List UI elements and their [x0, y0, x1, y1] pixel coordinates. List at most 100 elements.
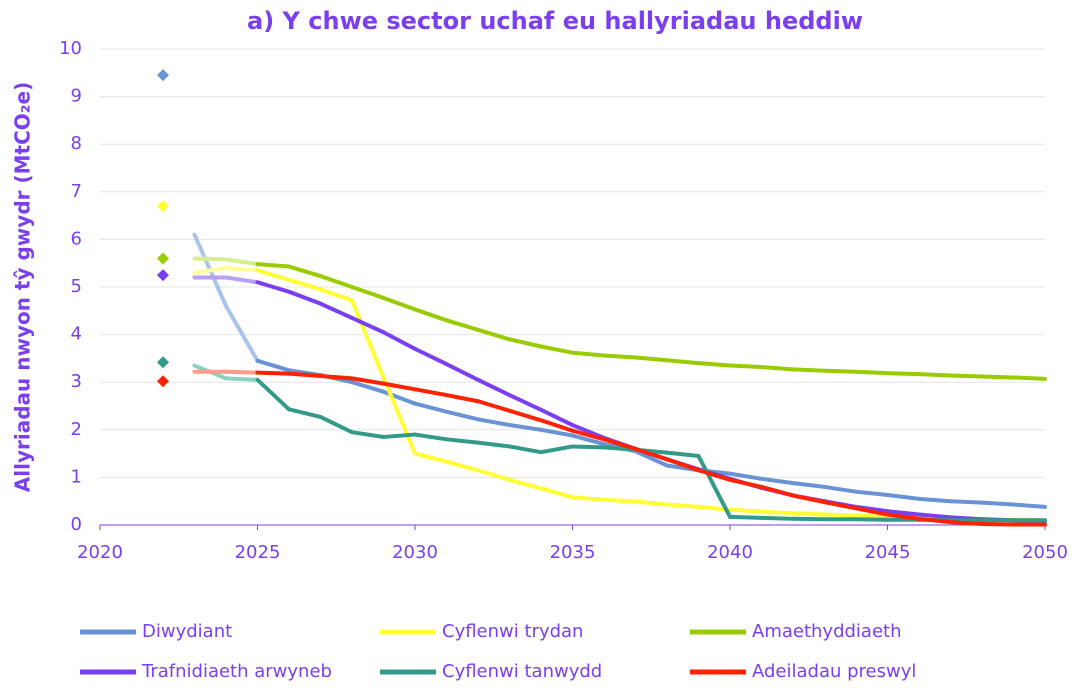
- y-axis-label: Allyriadau nwyon tŷ gwydr (MtCO₂e): [11, 82, 35, 492]
- line-segment: [226, 306, 258, 361]
- line-segment: [510, 339, 542, 346]
- chart-title: a) Y chwe sector uchaf eu hallyriadau he…: [247, 7, 863, 35]
- x-tick-label: 2050: [1022, 542, 1068, 563]
- line-segment: [384, 298, 416, 309]
- line-segment: [573, 497, 605, 499]
- line-segment: [762, 487, 794, 496]
- line-segment: [793, 369, 825, 370]
- line-segment: [447, 439, 479, 442]
- line-segment: [541, 347, 573, 353]
- legend-label: Cyflenwi tanwydd: [442, 661, 602, 682]
- line-segment: [573, 353, 605, 356]
- line-segment: [667, 360, 699, 363]
- y-tick-label: 8: [71, 133, 82, 154]
- x-tick-label: 2025: [235, 542, 281, 563]
- line-segment: [447, 320, 479, 330]
- line-segment: [510, 411, 542, 421]
- x-tick-label: 2030: [392, 542, 438, 563]
- line-segment: [289, 409, 321, 417]
- line-segment: [888, 495, 920, 499]
- line-segment: [321, 276, 353, 287]
- line-segment: [447, 364, 479, 380]
- line-segment: [195, 258, 227, 259]
- line-segment: [541, 488, 573, 497]
- line-segment: [415, 309, 447, 320]
- line-segment: [793, 513, 825, 514]
- x-tick-label: 2020: [77, 542, 123, 563]
- line-segment: [825, 515, 857, 516]
- y-tick-label: 9: [71, 86, 82, 107]
- line-segment: [699, 363, 731, 365]
- line-segment: [258, 264, 290, 266]
- line-segment: [289, 374, 321, 376]
- line-segment: [415, 349, 447, 364]
- line-segment: [919, 499, 951, 501]
- legend-label: Adeiladau preswyl: [752, 661, 916, 682]
- line-segment: [982, 376, 1014, 377]
- line-segment: [730, 474, 762, 479]
- line-segment: [510, 425, 542, 430]
- line-segment: [667, 505, 699, 507]
- diamond-marker: [157, 375, 169, 387]
- y-tick-label: 6: [71, 228, 82, 249]
- line-segment: [730, 366, 762, 367]
- legend-label: Trafnidiaeth arwyneb: [141, 661, 332, 682]
- line-segment: [1014, 505, 1046, 507]
- x-tick-label: 2045: [865, 542, 911, 563]
- line-segment: [510, 446, 542, 452]
- line-segment: [478, 401, 510, 411]
- line-segment: [982, 503, 1014, 505]
- diamond-marker: [157, 69, 169, 81]
- line-segment: [226, 378, 258, 379]
- line-segment: [258, 373, 290, 374]
- y-tick-label: 7: [71, 181, 82, 202]
- line-segment: [447, 395, 479, 401]
- y-tick-label: 0: [71, 514, 82, 535]
- legend-label: Cyflenwi trydan: [442, 621, 583, 642]
- line-segment: [573, 446, 605, 447]
- line-segment: [226, 277, 258, 282]
- line-segment: [510, 480, 542, 489]
- x-tick-label: 2040: [707, 542, 753, 563]
- line-segment: [1014, 377, 1046, 378]
- line-segment: [415, 404, 447, 412]
- line-segment: [951, 501, 983, 502]
- line-segment: [762, 367, 794, 369]
- line-segment: [321, 304, 353, 318]
- line-segment: [541, 446, 573, 452]
- line-segment: [951, 376, 983, 377]
- line-segment: [447, 412, 479, 420]
- line-segment: [636, 357, 668, 360]
- line-segment: [258, 380, 290, 410]
- line-segment: [667, 453, 699, 456]
- y-tick-label: 1: [71, 466, 82, 487]
- diamond-marker: [157, 252, 169, 264]
- line-segment: [352, 287, 384, 298]
- line-segment: [856, 372, 888, 373]
- line-segment: [730, 510, 762, 512]
- line-segment: [919, 515, 951, 518]
- line-segment: [478, 419, 510, 425]
- legend-label: Diwydiant: [142, 621, 232, 642]
- line-segment: [321, 376, 353, 378]
- line-segment: [951, 522, 983, 524]
- line-segment: [478, 443, 510, 447]
- y-tick-label: 4: [71, 324, 82, 345]
- line-segment: [825, 371, 857, 372]
- line-segment: [919, 374, 951, 375]
- line-segment: [762, 512, 794, 513]
- line-segment: [352, 300, 384, 377]
- line-segment: [604, 356, 636, 358]
- y-tick-label: 3: [71, 371, 82, 392]
- diamond-marker: [157, 269, 169, 281]
- line-segment: [289, 292, 321, 304]
- line-segment: [762, 479, 794, 483]
- line-segment: [730, 517, 762, 518]
- legend-label: Amaethyddiaeth: [752, 621, 902, 642]
- diamond-marker: [157, 200, 169, 212]
- line-segment: [352, 432, 384, 437]
- line-segment: [258, 361, 290, 371]
- line-segment: [856, 515, 888, 516]
- line-segment: [447, 462, 479, 471]
